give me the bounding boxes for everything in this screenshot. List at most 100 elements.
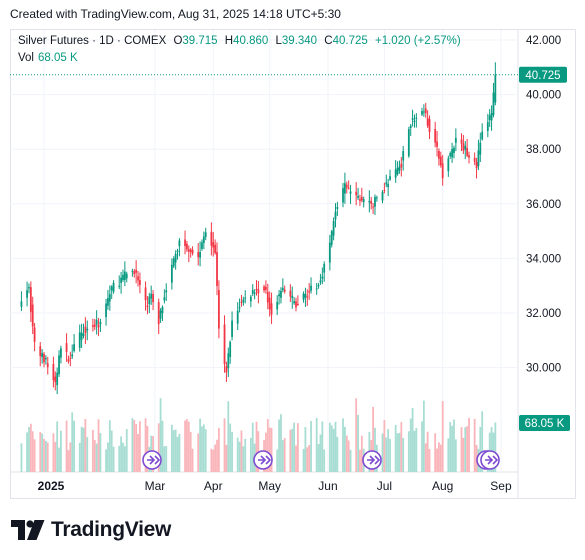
candle	[223, 315, 226, 373]
candle	[473, 152, 476, 165]
candle	[110, 285, 113, 300]
open-label: O	[173, 35, 183, 47]
volume-bar	[236, 437, 239, 472]
volume-bar	[187, 421, 190, 472]
candle-body	[225, 366, 228, 373]
candle-body	[453, 147, 455, 153]
candle-body	[310, 285, 312, 291]
volume-bar	[372, 406, 375, 472]
candle-body	[152, 294, 154, 303]
candle	[374, 194, 376, 215]
volume-bar	[216, 439, 218, 472]
candle	[131, 268, 134, 277]
candle-body	[44, 358, 47, 360]
y-tick-label: 30.000	[526, 363, 561, 375]
volume-bar	[330, 425, 333, 472]
candle-body	[28, 287, 30, 289]
volume-bar	[46, 442, 49, 472]
event-marker-icon[interactable]	[142, 450, 162, 470]
candle-body	[372, 206, 375, 208]
candle-body	[242, 299, 245, 303]
volume-bar	[466, 426, 469, 472]
candle-body	[65, 343, 68, 352]
candle	[407, 126, 410, 158]
volume-bar	[60, 430, 62, 472]
event-marker-icon[interactable]	[362, 450, 382, 470]
candle	[385, 174, 388, 188]
candle	[296, 295, 299, 306]
volume-bar	[407, 431, 410, 472]
candle	[330, 229, 333, 248]
candle	[204, 227, 207, 241]
symbol-title: Silver Futures · 1D · COMEX	[18, 35, 167, 47]
candle	[375, 195, 378, 202]
candle	[163, 289, 166, 304]
x-tick-label: Jun	[318, 479, 337, 493]
candle-body	[447, 158, 450, 172]
candle	[58, 350, 60, 377]
candle-body	[133, 271, 136, 275]
volume-bar	[332, 428, 335, 472]
close-label: C	[324, 35, 333, 47]
volume-bar	[244, 438, 247, 472]
candle-body	[385, 182, 388, 185]
volume-bar	[65, 420, 68, 472]
candle-body	[108, 294, 111, 302]
candle-body	[199, 251, 201, 258]
candle-body	[434, 129, 437, 143]
candle	[436, 131, 438, 157]
candle-body	[251, 289, 254, 294]
candle-body	[441, 163, 444, 179]
tradingview-logo-icon	[11, 520, 45, 540]
candle	[118, 275, 121, 290]
volume-bar	[108, 420, 111, 472]
volume-bar	[409, 418, 412, 472]
candle	[453, 145, 455, 159]
event-marker-icon[interactable]	[253, 450, 273, 470]
candle-body	[488, 115, 491, 121]
candle-body	[330, 231, 333, 245]
candle	[486, 113, 489, 138]
candle-body	[86, 328, 89, 331]
candle	[238, 298, 241, 313]
volume-bar	[217, 427, 220, 472]
candle-body	[473, 157, 476, 162]
volume-bar	[139, 421, 141, 472]
candle-body	[39, 346, 42, 356]
candle	[280, 287, 282, 304]
volume-bar	[71, 412, 74, 472]
candle-body	[214, 244, 217, 254]
volume-bar	[422, 400, 425, 472]
candle-body	[451, 148, 453, 158]
volume-bar	[86, 437, 89, 472]
candle	[253, 289, 256, 300]
candle	[362, 196, 365, 208]
candle-body	[26, 290, 28, 298]
candle	[428, 115, 431, 140]
candle	[95, 310, 98, 335]
candle	[201, 239, 203, 251]
volume-bar	[189, 431, 192, 472]
volume-bar	[204, 429, 207, 472]
candle	[255, 280, 258, 296]
volume-bar	[199, 418, 201, 472]
event-marker-icon[interactable]	[480, 450, 500, 470]
candle	[481, 123, 484, 141]
candle	[165, 283, 168, 301]
candle-body	[189, 249, 192, 252]
volume-bar	[304, 427, 307, 472]
candle	[304, 287, 307, 307]
candle-body	[315, 288, 318, 290]
candle-body	[202, 236, 205, 244]
candle-body	[304, 294, 307, 298]
volume-bar	[238, 441, 241, 472]
candle	[52, 356, 55, 388]
candle	[176, 248, 179, 260]
candle	[291, 286, 294, 309]
candle	[187, 245, 190, 263]
candle	[227, 347, 230, 378]
x-tick-label: Sep	[490, 479, 512, 493]
candle-body	[187, 249, 190, 252]
volume-bar	[310, 421, 312, 472]
